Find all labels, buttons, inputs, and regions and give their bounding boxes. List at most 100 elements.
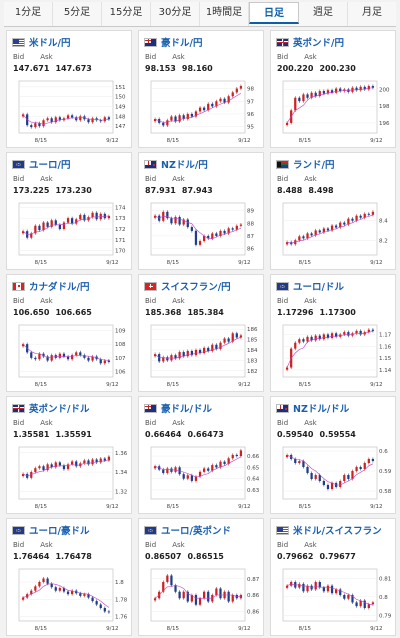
rate-card[interactable]: ユーロ/英ポンドBidAsk0.865070.865150.860.8650.8… (138, 518, 264, 636)
tab-timeframe-1[interactable]: 5分足 (53, 2, 102, 26)
rate-card[interactable]: ユーロ/ドル Bid Ask 1.17296 1.17300 1.14 1.15 1.16 1.… (270, 274, 396, 392)
candle-body (239, 450, 243, 457)
chart-container[interactable]: 106 107 108 109 8/15 9/12 (11, 322, 127, 388)
x-tick-label: 9/12 (238, 260, 250, 266)
chart-container[interactable]: 0.58 0.59 0.6 8/15 9/12 (275, 444, 391, 510)
tab-timeframe-7[interactable]: 月足 (362, 7, 382, 18)
rate-card-header: ユーロ/円 (12, 157, 70, 171)
candle-body (330, 225, 334, 231)
currency-pair-link[interactable]: スイスフラン/円 (161, 282, 231, 293)
rate-card[interactable]: ユーロ/豪ドル Bid Ask 1.76464 1.76478 1.76 1.78 1.8 8/… (6, 518, 132, 636)
bid-ask-values: 185.368 185.384 (145, 308, 224, 317)
bid-value: 1.76464 (13, 552, 50, 561)
currency-pair-link[interactable]: 英ポンド/円 (293, 38, 344, 49)
chart-container[interactable]: 0.86 0.865 0.87 8/15 9/12 (143, 566, 259, 632)
candlestick-chart: 95 96 97 98 8/15 9/12 (150, 80, 254, 144)
rate-card[interactable]: 豪ドル/円 Bid Ask 98.153 98.160 95 96 97 98 8/15 9/12 (138, 30, 264, 148)
bid-ask-labels: Bid Ask (277, 541, 317, 549)
tab-timeframe-0[interactable]: 1分足 (4, 2, 53, 26)
rate-card[interactable]: 米ドル/スイスフラン Bid Ask 0.79662 0.79677 0.79 0.8 0.8… (270, 518, 396, 636)
candle-body (21, 231, 25, 234)
candle-body (75, 461, 78, 467)
candle-body (298, 339, 301, 343)
chart-container[interactable]: 86 87 88 89 8/15 9/12 (143, 200, 259, 266)
currency-pair-link[interactable]: 豪ドル/円 (161, 38, 203, 49)
moving-average-line (287, 214, 374, 244)
bid-ask-labels: Bid Ask (13, 541, 53, 549)
chart-container[interactable]: 182 183 184 185 186 8/15 9/12 (143, 322, 259, 388)
rate-card[interactable]: 米ドル/円 Bid Ask 147.671 147.673 147 148 149 150 151… (6, 30, 132, 148)
candle-body (166, 120, 169, 126)
candle-body (50, 118, 53, 123)
chart-container[interactable]: 0.79 0.8 0.81 8/15 9/12 (275, 566, 391, 632)
ask-value: 87.943 (181, 186, 213, 195)
chart-container[interactable]: 1.14 1.15 1.16 1.17 8/15 9/12 (275, 322, 391, 388)
candle-body (306, 233, 309, 239)
currency-pair-link[interactable]: NZドル/ドル (293, 404, 350, 415)
rate-card[interactable]: スイスフラン/円 Bid Ask 185.368 185.384 182 183 184 185… (138, 274, 264, 392)
candle-body (21, 114, 25, 117)
candle-body (99, 604, 102, 608)
candle-body (95, 212, 98, 220)
candle-body (50, 220, 53, 227)
tab-timeframe-3[interactable]: 30分足 (151, 2, 200, 26)
rate-card[interactable]: カナダドル/円 Bid Ask 106.650 106.665 106 107 108 109 8… (6, 274, 132, 392)
chart-container[interactable]: 1.76 1.78 1.8 8/15 9/12 (11, 566, 127, 632)
currency-pair-link[interactable]: ユーロ/ドル (293, 282, 344, 293)
chart-container[interactable]: 147 148 149 150 151 8/15 9/12 (11, 78, 127, 144)
bid-label: Bid (13, 297, 25, 305)
bid-ask-values: 200.220 200.230 (277, 64, 356, 73)
tab-timeframe-6[interactable]: 週足 (299, 2, 348, 26)
currency-pair-link[interactable]: NZドル/円 (161, 160, 208, 171)
ask-label: Ask (172, 297, 185, 305)
candle-body (107, 456, 111, 461)
rate-card[interactable]: 英ポンド/円 Bid Ask 200.220 200.230 196 198 200 8/15 9… (270, 30, 396, 148)
chart-container[interactable]: 95 96 97 98 8/15 9/12 (143, 78, 259, 144)
currency-pair-link[interactable]: ランド/円 (293, 160, 335, 171)
chart-container[interactable]: 1.32 1.34 1.36 8/15 9/12 (11, 444, 127, 510)
candlestick-chart: 1.32 1.34 1.36 8/15 9/12 (18, 446, 127, 510)
candle-body (71, 115, 74, 118)
candle-body (83, 355, 86, 358)
candle-body (367, 329, 370, 333)
candle-body (306, 585, 309, 592)
bid-label: Bid (277, 541, 289, 549)
candle-body (314, 335, 317, 341)
currency-pair-link[interactable]: ユーロ/円 (29, 160, 71, 171)
chart-container[interactable]: 196 198 200 8/15 9/12 (275, 78, 391, 144)
currency-pair-link[interactable]: カナダドル/円 (29, 282, 90, 293)
rate-card[interactable]: ユーロ/円 Bid Ask 173.225 173.230 170 171 172 173 174… (6, 152, 132, 270)
tab-timeframe-2[interactable]: 15分足 (102, 2, 151, 26)
chart-container[interactable]: 170 171 172 173 174 8/15 9/12 (11, 200, 127, 266)
rate-card[interactable]: NZドル/ドル Bid Ask 0.59540 0.59554 0.58 0.59 0.6 8/… (270, 396, 396, 514)
rate-card[interactable]: 豪ドル/ドル Bid Ask 0.66464 0.66473 0.63 0.64 0.65 0.… (138, 396, 264, 514)
candle-body (318, 475, 321, 481)
rate-card[interactable]: 英ポンド/ドル Bid Ask 1.35581 1.35591 1.32 1.34 1.36 8… (6, 396, 132, 514)
candle-body (182, 591, 185, 599)
eu-flag-icon (12, 525, 25, 535)
y-tick-label: 97 (247, 99, 254, 105)
currency-pair-link[interactable]: ユーロ/英ポンド (161, 526, 231, 537)
currency-pair-link[interactable]: 米ドル/円 (29, 38, 71, 49)
tab-timeframe-5[interactable]: 日足 (249, 2, 299, 24)
currency-pair-link[interactable]: 豪ドル/ドル (161, 404, 212, 415)
moving-average-line (286, 331, 373, 368)
candle-body (95, 601, 98, 605)
y-tick-label: 186 (247, 327, 258, 333)
candle-body (162, 122, 165, 126)
rate-card[interactable]: ランド/円 Bid Ask 8.488 8.498 8.2 8.4 8/15 9/12 (270, 152, 396, 270)
tab-timeframe-4[interactable]: 1時間足 (200, 2, 249, 26)
ask-label: Ask (172, 175, 185, 183)
candle-body (227, 591, 230, 602)
rate-card[interactable]: NZドル/円 Bid Ask 87.931 87.943 86 87 88 89 8/15 9/12 (138, 152, 264, 270)
candle-body (207, 235, 210, 239)
currency-pair-link[interactable]: ユーロ/豪ドル (29, 526, 90, 537)
currency-pair-link[interactable]: 米ドル/スイスフラン (293, 526, 382, 537)
chart-container[interactable]: 0.63 0.64 0.65 0.66 8/15 9/12 (143, 444, 259, 510)
currency-pair-link[interactable]: 英ポンド/ドル (29, 404, 90, 415)
candle-body (66, 591, 70, 595)
candle-body (162, 582, 165, 592)
y-tick-label: 170 (115, 249, 126, 255)
bid-ask-values: 0.79662 0.79677 (277, 552, 356, 561)
chart-container[interactable]: 8.2 8.4 8/15 9/12 (275, 200, 391, 266)
